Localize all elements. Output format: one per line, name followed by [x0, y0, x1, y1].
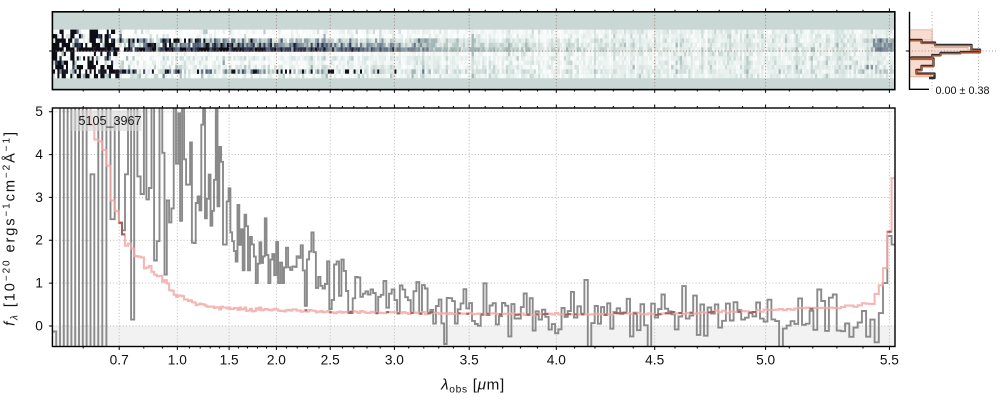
svg-text:4.0: 4.0	[547, 353, 566, 368]
svg-text:4.5: 4.5	[645, 353, 664, 368]
svg-text:5.5: 5.5	[880, 353, 899, 368]
svg-text:2.5: 2.5	[321, 353, 340, 368]
svg-text:0.7: 0.7	[110, 353, 129, 368]
svg-text:2.0: 2.0	[267, 353, 286, 368]
svg-text:0.00 ± 0.38: 0.00 ± 0.38	[936, 85, 990, 97]
svg-text:3.5: 3.5	[460, 353, 479, 368]
svg-text:fλ [10−20 ergs−1cm−2Å−1]: fλ [10−20 ergs−1cm−2Å−1]	[2, 130, 21, 326]
svg-text:1: 1	[35, 276, 43, 291]
svg-text:3: 3	[35, 190, 43, 205]
svg-text:0: 0	[35, 318, 43, 333]
svg-text:2: 2	[35, 233, 43, 248]
svg-text:1.5: 1.5	[220, 353, 239, 368]
svg-text:1.0: 1.0	[168, 353, 187, 368]
svg-text:5105_3967: 5105_3967	[79, 114, 142, 128]
svg-text:5: 5	[35, 104, 43, 119]
svg-text:4: 4	[35, 147, 43, 162]
svg-text:λobs [μm]: λobs [μm]	[440, 377, 505, 396]
svg-text:3.0: 3.0	[385, 353, 404, 368]
svg-text:5.0: 5.0	[756, 353, 775, 368]
